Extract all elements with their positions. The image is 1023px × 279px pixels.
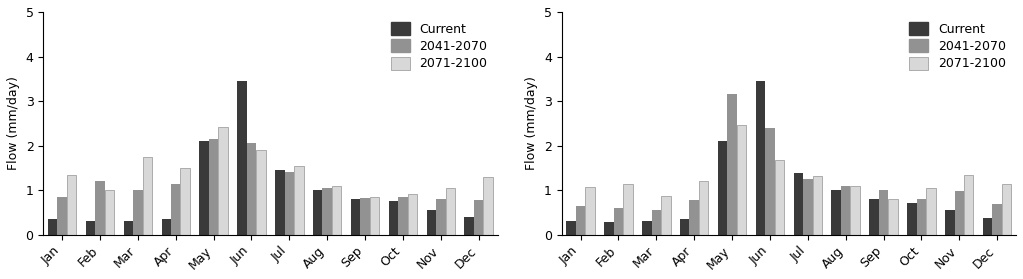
Bar — [389, 201, 398, 235]
Bar — [623, 184, 632, 235]
Bar — [171, 184, 180, 235]
Bar — [57, 197, 66, 235]
Bar — [614, 208, 623, 235]
Y-axis label: Flow (mm/day): Flow (mm/day) — [7, 76, 19, 170]
Bar — [964, 175, 974, 235]
Bar — [812, 176, 822, 235]
Bar — [322, 188, 331, 235]
Bar — [680, 219, 690, 235]
Bar — [484, 177, 493, 235]
Bar — [351, 199, 360, 235]
Bar — [576, 206, 585, 235]
Bar — [945, 210, 954, 235]
Bar — [727, 94, 737, 235]
Bar — [313, 190, 322, 235]
Bar — [879, 190, 888, 235]
Bar — [124, 222, 133, 235]
Bar — [360, 198, 369, 235]
Bar — [294, 166, 304, 235]
Bar — [585, 187, 594, 235]
Bar — [436, 199, 446, 235]
Bar — [209, 139, 218, 235]
Legend: Current, 2041-2070, 2071-2100: Current, 2041-2070, 2071-2100 — [387, 18, 491, 74]
Bar — [794, 173, 803, 235]
Bar — [104, 190, 115, 235]
Bar — [331, 186, 342, 235]
Bar — [888, 199, 898, 235]
Bar — [690, 200, 699, 235]
Bar — [917, 199, 926, 235]
Bar — [774, 160, 784, 235]
Bar — [398, 197, 408, 235]
Bar — [408, 194, 417, 235]
Bar — [142, 157, 152, 235]
Bar — [427, 210, 436, 235]
Bar — [699, 181, 708, 235]
Bar — [464, 217, 474, 235]
Bar — [642, 222, 652, 235]
Bar — [832, 190, 841, 235]
Bar — [66, 175, 77, 235]
Bar — [237, 81, 247, 235]
Bar — [983, 218, 992, 235]
Bar — [803, 179, 812, 235]
Bar — [133, 190, 142, 235]
Bar — [446, 188, 455, 235]
Bar — [256, 150, 266, 235]
Legend: Current, 2041-2070, 2071-2100: Current, 2041-2070, 2071-2100 — [905, 18, 1010, 74]
Bar — [954, 191, 964, 235]
Bar — [605, 222, 614, 235]
Bar — [48, 219, 57, 235]
Bar — [199, 141, 209, 235]
Bar — [567, 222, 576, 235]
Bar — [661, 196, 670, 235]
Bar — [850, 186, 860, 235]
Bar — [652, 210, 661, 235]
Bar — [992, 204, 1002, 235]
Bar — [756, 81, 765, 235]
Bar — [275, 170, 284, 235]
Bar — [870, 199, 879, 235]
Bar — [86, 222, 95, 235]
Bar — [841, 186, 850, 235]
Bar — [737, 125, 746, 235]
Bar — [218, 126, 228, 235]
Bar — [474, 200, 484, 235]
Bar — [162, 219, 171, 235]
Bar — [180, 168, 190, 235]
Bar — [95, 181, 104, 235]
Bar — [718, 141, 727, 235]
Y-axis label: Flow (mm/day): Flow (mm/day) — [526, 76, 538, 170]
Bar — [907, 203, 917, 235]
Bar — [247, 143, 256, 235]
Bar — [1002, 184, 1012, 235]
Bar — [765, 128, 774, 235]
Bar — [369, 197, 380, 235]
Bar — [926, 188, 936, 235]
Bar — [284, 172, 294, 235]
